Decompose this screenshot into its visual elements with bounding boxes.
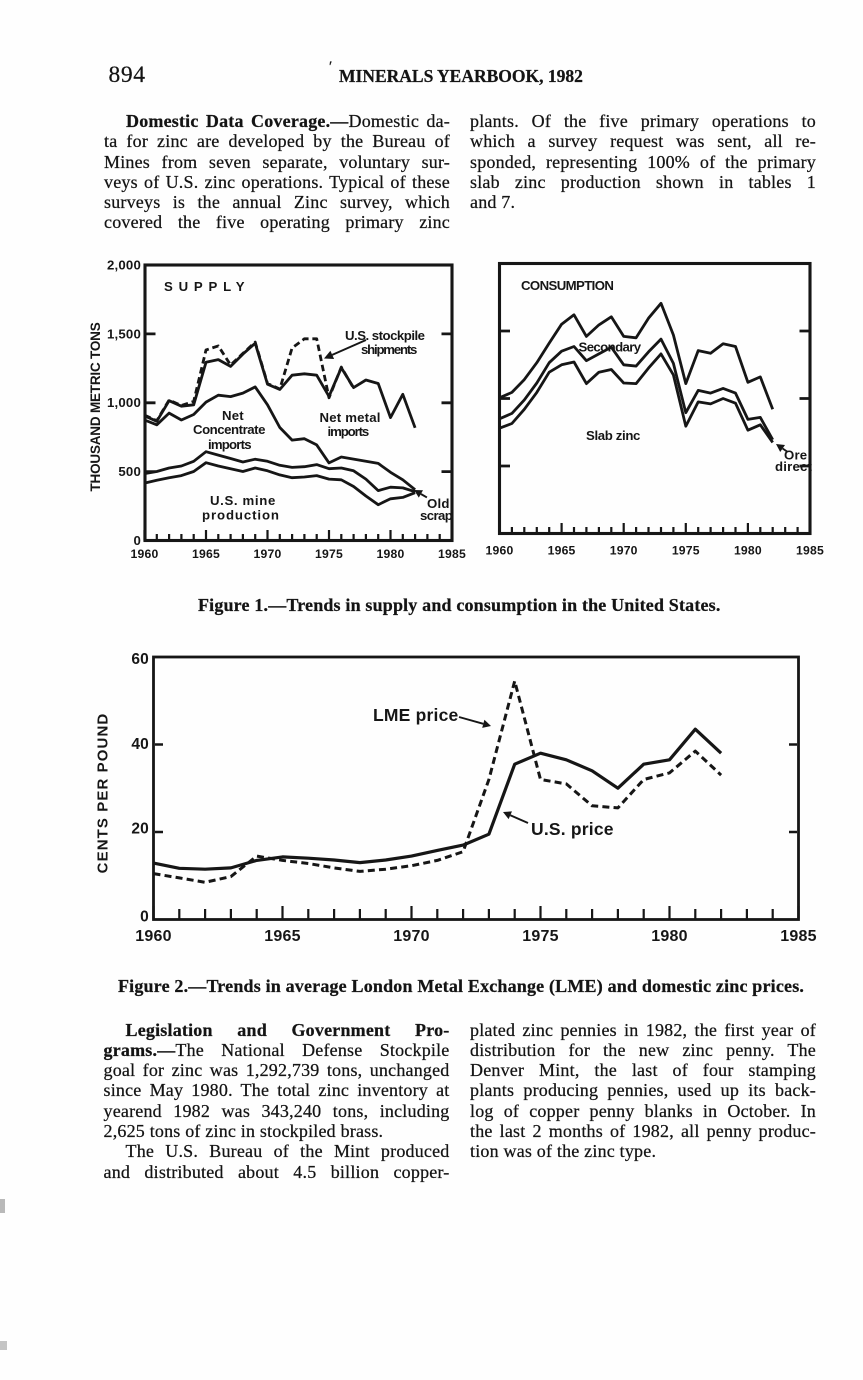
svg-text:20: 20: [131, 821, 149, 838]
svg-text:1965: 1965: [264, 928, 300, 945]
svg-text:Old: Old: [427, 496, 450, 511]
svg-text:1,000: 1,000: [107, 395, 141, 410]
svg-text:1960: 1960: [486, 544, 514, 558]
svg-text:Concentrate: Concentrate: [193, 422, 265, 437]
svg-text:1980: 1980: [377, 547, 405, 561]
svg-text:Secondary: Secondary: [579, 340, 642, 355]
svg-text:1965: 1965: [548, 544, 576, 558]
svg-text:U.S. stockpile: U.S. stockpile: [345, 328, 425, 343]
svg-text:imports: imports: [208, 437, 251, 452]
svg-text:500: 500: [118, 464, 141, 479]
svg-text:1975: 1975: [672, 544, 700, 558]
svg-text:shipments: shipments: [361, 342, 417, 357]
svg-text:CENTS PER POUND: CENTS PER POUND: [95, 713, 112, 874]
svg-text:Slab zinc: Slab zinc: [586, 428, 640, 443]
svg-text:1,500: 1,500: [107, 326, 141, 341]
svg-text:0: 0: [133, 533, 141, 548]
svg-text:LME price: LME price: [373, 705, 458, 725]
svg-text:U.S. mine: U.S. mine: [210, 493, 276, 508]
svg-text:1975: 1975: [522, 928, 558, 945]
svg-text:1975: 1975: [315, 547, 343, 561]
svg-text:1960: 1960: [131, 547, 159, 561]
svg-text:Ore: Ore: [784, 448, 807, 463]
svg-text:1985: 1985: [438, 547, 466, 561]
svg-text:1985: 1985: [796, 544, 824, 558]
svg-text:direct: direct: [775, 459, 813, 474]
svg-text:production: production: [202, 508, 280, 523]
svg-text:1970: 1970: [254, 547, 282, 561]
svg-text:1980: 1980: [651, 928, 687, 945]
svg-text:scrap: scrap: [420, 508, 453, 523]
svg-text:1970: 1970: [610, 544, 638, 558]
svg-text:THOUSAND METRIC TONS: THOUSAND METRIC TONS: [88, 322, 103, 491]
svg-text:1965: 1965: [192, 547, 220, 561]
svg-text:SUPPLY: SUPPLY: [164, 279, 250, 294]
svg-text:1960: 1960: [135, 928, 171, 945]
svg-text:U.S. price: U.S. price: [531, 819, 614, 839]
svg-text:60: 60: [131, 651, 149, 668]
svg-text:40: 40: [131, 736, 149, 753]
svg-text:0: 0: [140, 909, 149, 926]
svg-text:Net metal: Net metal: [320, 410, 381, 425]
svg-text:Net: Net: [222, 408, 244, 423]
svg-text:imports: imports: [328, 424, 369, 439]
svg-text:1980: 1980: [734, 544, 762, 558]
svg-text:2,000: 2,000: [107, 257, 141, 272]
svg-text:1970: 1970: [393, 928, 429, 945]
svg-text:1985: 1985: [780, 928, 816, 945]
svg-text:CONSUMPTION: CONSUMPTION: [521, 278, 613, 293]
